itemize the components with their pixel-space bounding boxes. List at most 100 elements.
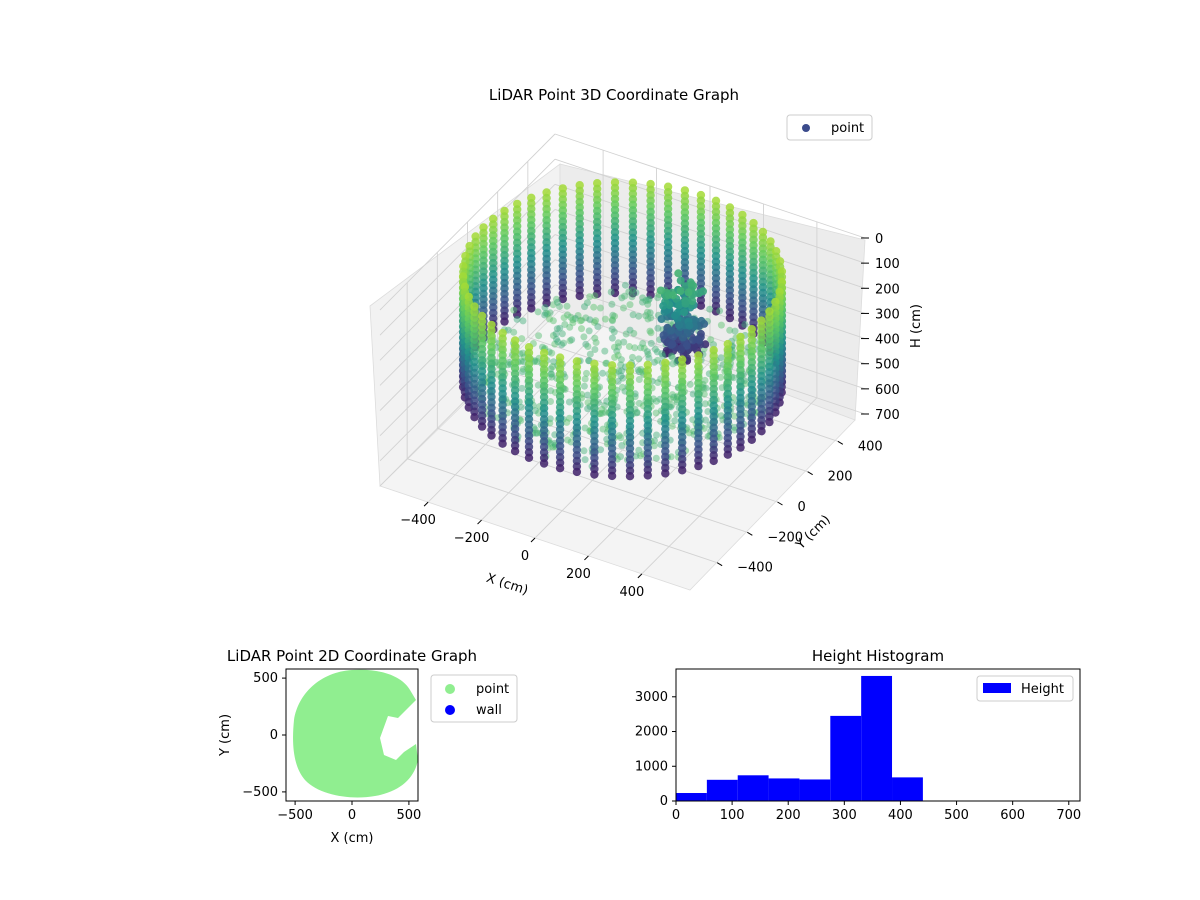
point-3d [548,373,556,381]
point-3d [498,439,507,448]
point-3d [550,358,558,366]
point-3d [640,344,648,352]
point-3d [539,459,549,468]
point-3d [634,366,642,374]
point-3d [542,309,550,317]
point-3d [646,290,655,299]
point-3d [633,409,641,416]
point-3d [711,307,721,316]
point-3d [505,358,513,366]
point-3d [635,399,643,407]
point-3d [564,436,572,444]
point-3d [558,294,567,304]
legend-2d-wall-label: wall [476,703,502,718]
point-3d [609,317,616,325]
z-tick-label-3d: 0 [875,232,883,247]
point-3d [706,305,714,313]
legend-2d-point-marker [445,684,455,694]
point-3d [578,325,585,333]
point-3d [576,317,584,325]
point-3d [617,434,625,442]
point-3d [639,340,647,347]
point-3d [558,341,566,349]
histogram-bars [676,675,923,801]
point-3d [656,286,665,295]
histogram-bar [830,715,862,801]
point-3d [553,298,561,306]
point-3d [717,373,725,381]
point-3d [601,315,609,323]
point-3d [598,409,606,417]
histogram-axes: 0 100 200 300 400 500 600 700 0 1000 2000 3000 [635,690,1081,823]
point-3d [741,321,749,328]
point-3d [618,367,626,375]
point-3d [696,301,706,310]
point-3d [659,301,668,310]
point-3d [635,355,643,363]
point-3d [615,367,623,375]
point-3d [584,343,592,350]
point-3d [594,323,602,330]
point-3d [611,353,619,361]
hist-x-tick-label: 0 [672,808,680,823]
hist-x-tick-label: 400 [888,808,913,823]
point-3d [619,374,627,382]
point-3d [668,391,676,399]
hist-x-tick-label: 300 [832,808,857,823]
point-3d [569,316,577,324]
y-tick-label-3d: −400 [737,561,773,576]
point-3d [645,354,653,362]
point-3d [637,452,644,460]
point-3d [549,317,557,325]
point-3d [524,453,534,462]
point-3d [596,304,604,312]
point-3d [675,301,684,310]
point-3d [609,311,617,319]
point-3d [591,292,599,300]
point-3d [575,291,584,301]
point-3d [620,338,628,346]
point-3d [572,467,582,477]
point-3d [532,429,540,437]
z-tick-label-3d: 700 [875,408,900,423]
point-3d [590,303,598,311]
point-3d [661,349,670,358]
point-3d [669,332,677,341]
point-3d [607,471,617,481]
point-3d [546,309,554,317]
point-3d [585,327,593,335]
point-3d [549,363,557,371]
point-3d [615,432,623,440]
point-3d [547,365,555,373]
hist-y-tick-label: 2000 [635,725,668,740]
point-3d [615,343,622,351]
hist-x-tick-label: 200 [776,808,801,823]
point-3d [596,410,604,418]
y-tick-label-2d: 500 [253,671,278,686]
legend-2d-wall-marker [445,705,455,715]
point-3d [517,403,525,411]
point-3d [592,317,600,325]
point-3d [549,332,557,339]
point-3d [510,328,518,336]
point-3d [584,399,592,407]
point-3d [626,301,634,309]
point-3d [531,407,539,415]
point-3d [622,330,630,338]
point-3d [681,282,690,291]
point-3d [650,358,658,366]
point-3d [581,424,589,432]
point-3d [553,335,560,343]
point-3d [565,414,573,422]
point-3d [642,297,650,304]
point-3d [597,446,605,454]
hist-y-tick-label: 1000 [635,759,668,774]
point-3d [660,307,669,316]
x-tick-label-3d: 400 [619,585,644,600]
x-tick-label-2d: 500 [396,808,421,823]
point-3d [670,393,678,401]
point-3d [653,431,660,439]
point-3d [614,339,622,347]
point-3d [608,334,616,342]
point-3d [644,315,652,323]
